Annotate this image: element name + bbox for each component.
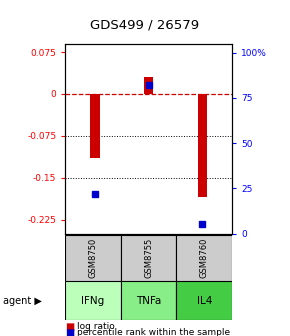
Text: ■: ■	[65, 328, 75, 336]
Text: GDS499 / 26579: GDS499 / 26579	[90, 18, 200, 32]
Bar	[65, 235, 121, 281]
Bar	[90, 94, 100, 158]
Text: IFNg: IFNg	[81, 296, 105, 305]
Bar	[197, 94, 207, 197]
Text: GSM8760: GSM8760	[200, 238, 209, 278]
Text: ■: ■	[65, 322, 75, 332]
Bar	[176, 281, 232, 320]
Text: GSM8755: GSM8755	[144, 238, 153, 278]
Bar	[65, 281, 121, 320]
Bar	[121, 281, 176, 320]
Text: log ratio: log ratio	[77, 322, 115, 331]
Bar	[121, 235, 176, 281]
Text: percentile rank within the sample: percentile rank within the sample	[77, 328, 230, 336]
Text: agent ▶: agent ▶	[3, 296, 42, 305]
Bar	[176, 235, 232, 281]
Text: IL4: IL4	[197, 296, 212, 305]
Text: TNFa: TNFa	[136, 296, 161, 305]
Bar	[144, 77, 153, 94]
Text: GSM8750: GSM8750	[88, 238, 97, 278]
